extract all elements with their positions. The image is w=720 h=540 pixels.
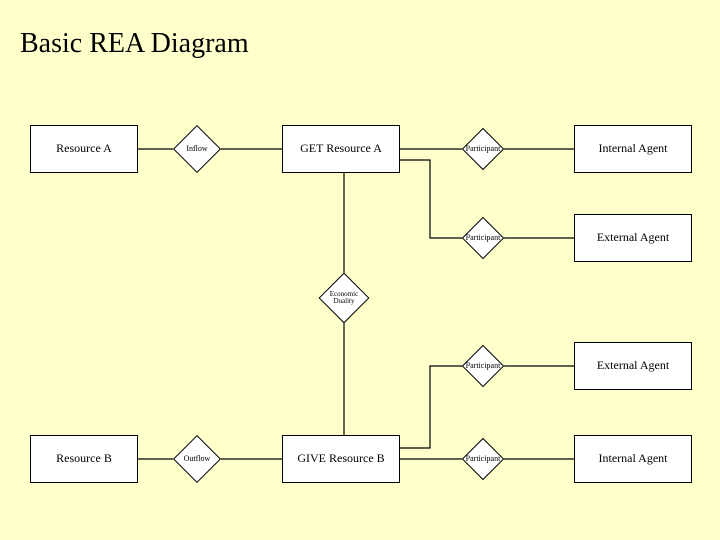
node-outflow: Outflow xyxy=(180,442,214,476)
node-participant-2: Participant xyxy=(468,223,498,253)
node-label: Participant xyxy=(466,455,501,463)
node-internal-agent-2: Internal Agent xyxy=(574,435,692,483)
node-label: Participant xyxy=(466,362,501,370)
node-label: GET Resource A xyxy=(300,142,382,155)
node-label: GIVE Resource B xyxy=(297,452,384,465)
node-label: Resource A xyxy=(56,142,112,155)
node-participant-3: Participant xyxy=(468,351,498,381)
node-get-resource-a: GET Resource A xyxy=(282,125,400,173)
node-economic-duality: Economic Duality xyxy=(326,280,362,316)
node-external-agent-1: External Agent xyxy=(574,214,692,262)
node-participant-1: Participant xyxy=(468,134,498,164)
node-label: Internal Agent xyxy=(599,452,668,465)
node-inflow: Inflow xyxy=(180,132,214,166)
node-label: Resource B xyxy=(56,452,112,465)
node-label: Inflow xyxy=(186,145,207,153)
node-internal-agent-1: Internal Agent xyxy=(574,125,692,173)
node-give-resource-b: GIVE Resource B xyxy=(282,435,400,483)
node-label: Economic Duality xyxy=(328,291,360,306)
page-title: Basic REA Diagram xyxy=(20,28,249,60)
node-label: Participant xyxy=(466,145,501,153)
node-label: External Agent xyxy=(597,359,669,372)
node-participant-4: Participant xyxy=(468,444,498,474)
node-label: Internal Agent xyxy=(599,142,668,155)
node-resource-b: Resource B xyxy=(30,435,138,483)
node-external-agent-2: External Agent xyxy=(574,342,692,390)
node-resource-a: Resource A xyxy=(30,125,138,173)
node-label: Participant xyxy=(466,234,501,242)
node-label: External Agent xyxy=(597,231,669,244)
node-label: Outflow xyxy=(184,455,211,463)
